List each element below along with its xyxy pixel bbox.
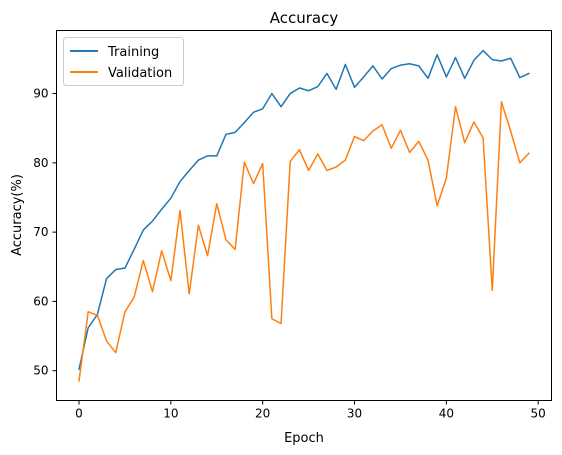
legend: Training Validation [63,37,184,86]
series-line-training [78,49,530,371]
x-tick-label: 20 [255,407,270,421]
y-tick-label: 80 [33,156,48,170]
y-tick-label: 60 [33,294,48,308]
x-tick-label: 40 [439,407,454,421]
x-tick-label: 50 [531,407,546,421]
x-tick-label: 10 [163,407,178,421]
x-axis-label: Epoch [284,431,324,446]
legend-label-training: Training [107,45,159,60]
y-tick-label: 90 [33,87,48,101]
y-axis-ticks: 50 60 70 80 90 [33,87,57,378]
y-tick-label: 50 [33,364,48,378]
legend-box [63,37,184,86]
series-layer [78,49,530,382]
x-tick-label: 30 [347,407,362,421]
y-axis-label: Accuracy(%) [10,174,25,256]
series-line-validation [78,101,530,382]
legend-label-validation: Validation [108,66,172,81]
x-axis-ticks: 0 10 20 30 40 50 [75,400,546,421]
x-tick-label: 0 [75,407,83,421]
y-tick-label: 70 [33,225,48,239]
chart-title: Accuracy [270,9,339,27]
plot-frame [56,30,552,401]
